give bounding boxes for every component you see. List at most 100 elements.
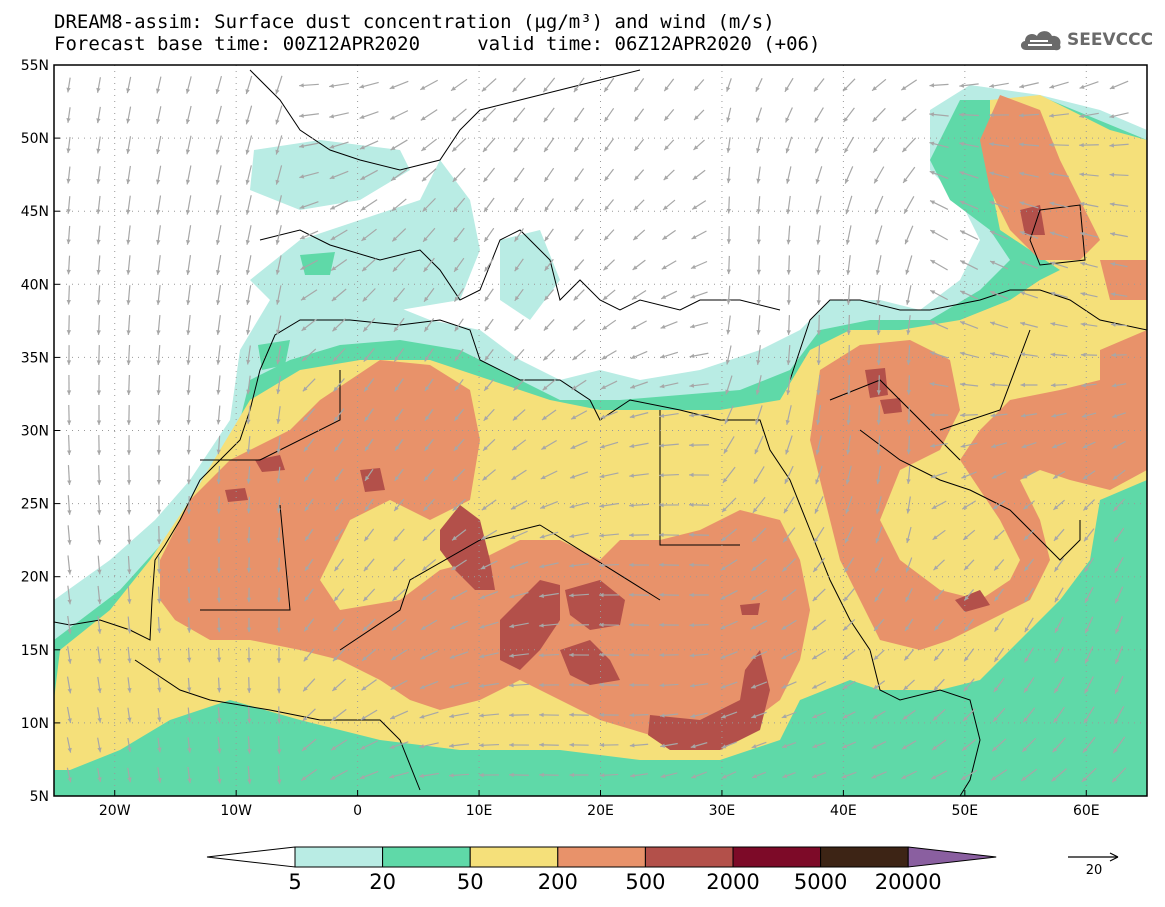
lat-label: 10N [21, 716, 49, 732]
wind-arrow [1049, 201, 1069, 208]
wind-arrow [246, 647, 252, 663]
wind-arrow [391, 619, 407, 631]
wind-arrow [304, 558, 314, 572]
wind-arrow [721, 497, 737, 513]
wind-arrow [156, 285, 161, 305]
wind-arrow [663, 169, 675, 181]
wind-arrow [484, 258, 494, 272]
wind-arrow [629, 442, 649, 449]
wind-arrow [157, 647, 162, 663]
wind-arrow [691, 200, 707, 210]
lat-label: 45N [21, 204, 49, 220]
wind-arrow [785, 136, 793, 154]
wind-arrow [302, 678, 316, 692]
wind-arrow [513, 197, 525, 213]
wind-arrow [186, 285, 191, 305]
wind-arrow [871, 740, 887, 750]
wind-arrow [959, 382, 979, 387]
wind-arrow [842, 78, 856, 92]
wind-arrow [483, 378, 495, 392]
wind-arrow [781, 711, 797, 719]
wind-arrow [604, 168, 614, 182]
wind-arrow [539, 562, 559, 569]
wind-arrow [186, 556, 192, 574]
wind-arrow [689, 562, 709, 568]
wind-arrow [539, 772, 559, 778]
wind-arrow [933, 619, 945, 631]
wind-arrow [216, 405, 221, 425]
wind-arrow [483, 227, 495, 243]
wind-arrow [513, 167, 525, 183]
wind-arrow [783, 496, 795, 514]
wind-arrow [217, 707, 222, 723]
wind-arrow [784, 77, 794, 93]
wind-arrow [720, 620, 738, 630]
wind-arrow [216, 466, 221, 484]
wind-arrow [514, 228, 524, 242]
wind-arrow [391, 228, 407, 242]
wind-arrow [871, 771, 887, 779]
wind-arrow [781, 741, 797, 749]
wind-arrow [301, 348, 317, 362]
wind-arrow [276, 406, 281, 424]
wind-arrow [846, 405, 851, 425]
wind-arrow [905, 587, 913, 603]
wind-arrow [871, 78, 887, 92]
wind-arrow [572, 349, 586, 361]
wind-arrow [786, 375, 791, 395]
wind-arrow [815, 465, 823, 485]
wind-arrow [302, 708, 316, 722]
wind-arrow [573, 289, 585, 301]
wind-arrow [875, 225, 883, 245]
lon-label: 40E [830, 803, 857, 819]
wind-arrow [963, 618, 975, 632]
wind-arrow [721, 741, 737, 749]
wind-arrow [874, 587, 884, 603]
wind-arrow [689, 322, 709, 329]
wind-arrow [245, 195, 252, 215]
wind-arrow [845, 465, 852, 485]
wind-arrow [155, 106, 162, 124]
wind-arrow [332, 648, 346, 662]
wind-arrow [479, 772, 499, 778]
lon-label: 0 [353, 803, 362, 819]
wind-arrow [751, 711, 767, 719]
wind-arrow [1054, 646, 1064, 664]
wind-arrow [1079, 231, 1099, 238]
wind-arrow [276, 706, 282, 724]
wind-arrow [127, 767, 132, 783]
wind-arrow [816, 315, 822, 335]
wind-arrow [156, 435, 162, 455]
wind-arrow [299, 83, 319, 88]
wind-arrow [599, 712, 619, 718]
wind-arrow [1020, 321, 1038, 328]
wind-arrow [299, 201, 319, 209]
wind-arrow [629, 622, 649, 628]
wind-arrow [603, 77, 615, 93]
wind-arrow [989, 82, 1009, 89]
coastlines [54, 69, 1147, 796]
wind-arrow [816, 255, 821, 275]
wind-arrow [726, 285, 731, 305]
wind-arrow [1050, 291, 1068, 298]
wind-arrow [390, 139, 408, 151]
wind-arrow [811, 619, 827, 631]
wind-arrow [126, 435, 132, 455]
wind-arrow [1082, 470, 1096, 480]
wind-arrow [1053, 499, 1065, 511]
wind-arrow [1051, 768, 1067, 782]
wind-arrow [693, 139, 705, 151]
wind-arrow [300, 289, 318, 301]
wind-arrow [629, 652, 649, 658]
wind-arrow [1019, 171, 1039, 178]
wind-arrow [543, 107, 555, 123]
wind-arrow [215, 75, 223, 95]
wind-arrow [333, 438, 345, 452]
wind-arrow [630, 350, 648, 360]
wind-arrow [959, 260, 979, 270]
wind-arrow [992, 500, 1006, 510]
lon-label: 20W [99, 803, 131, 819]
wind-arrow [67, 525, 72, 545]
wind-arrow [362, 317, 376, 333]
